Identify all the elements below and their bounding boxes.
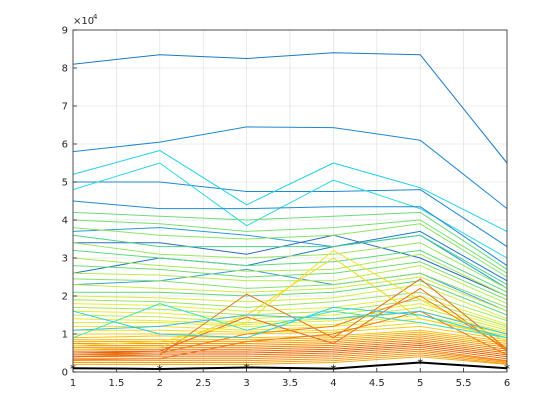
x-tick-label: 3 bbox=[243, 378, 249, 389]
series-line bbox=[73, 325, 508, 341]
series-line bbox=[72, 306, 508, 339]
series-line bbox=[72, 249, 508, 293]
y-tick-label: 6 bbox=[62, 140, 68, 151]
series-line bbox=[73, 337, 508, 350]
series-line bbox=[73, 352, 508, 363]
y-tick-label: 0 bbox=[62, 368, 68, 379]
y-tick-label: 5 bbox=[62, 178, 68, 189]
series-line bbox=[72, 223, 508, 278]
y-axis-exponent-power: 4 bbox=[93, 13, 98, 21]
series-line bbox=[73, 341, 508, 354]
x-tick-label: 5 bbox=[417, 378, 423, 389]
y-tick-label: 1 bbox=[62, 330, 68, 341]
series-line bbox=[73, 348, 508, 362]
x-tick-label: 2.5 bbox=[195, 378, 211, 389]
series-line bbox=[72, 149, 508, 232]
series-line bbox=[73, 356, 508, 365]
x-tick-label: 6 bbox=[504, 378, 510, 389]
series-lines: ****** bbox=[70, 52, 510, 377]
series-line bbox=[73, 280, 508, 316]
series-line bbox=[72, 295, 508, 325]
x-tick-label: 1 bbox=[70, 378, 76, 389]
y-tick-label: 8 bbox=[62, 64, 68, 75]
series-line bbox=[72, 303, 508, 339]
y-tick-label: 4 bbox=[62, 216, 68, 227]
y-tick-label: 3 bbox=[62, 254, 68, 265]
series-line bbox=[73, 333, 508, 346]
y-axis-tick-labels: 0 1 2 3 4 5 6 7 8 9 bbox=[62, 26, 68, 379]
series-line bbox=[72, 291, 508, 322]
x-tick-label: 1.5 bbox=[108, 378, 124, 389]
series-line bbox=[72, 234, 508, 286]
series-line bbox=[73, 331, 508, 344]
series-line bbox=[72, 249, 508, 346]
x-tick-label: 3.5 bbox=[282, 378, 298, 389]
y-axis-exponent-label: ×10 bbox=[73, 16, 94, 27]
x-tick-label: 4 bbox=[330, 378, 336, 389]
series-line bbox=[72, 227, 508, 289]
series-line bbox=[72, 200, 508, 267]
series-line bbox=[72, 219, 508, 274]
series-line bbox=[72, 261, 508, 301]
series-line bbox=[72, 265, 508, 305]
x-axis-tick-labels: 1 1.5 2 2.5 3 3.5 4 4.5 5 5.5 6 bbox=[70, 378, 510, 389]
series-line bbox=[72, 268, 508, 312]
series-line bbox=[73, 181, 508, 248]
series-line bbox=[72, 310, 508, 335]
series-line bbox=[72, 276, 508, 312]
axis-ticks bbox=[72, 29, 508, 373]
series-line bbox=[73, 234, 508, 297]
x-tick-label: 2 bbox=[157, 378, 163, 389]
y-tick-label: 2 bbox=[62, 292, 68, 303]
series-line bbox=[72, 211, 508, 270]
series-line bbox=[72, 295, 508, 356]
series-point-marker: * bbox=[417, 357, 423, 371]
x-tick-label: 4.5 bbox=[369, 378, 385, 389]
y-tick-label: 7 bbox=[62, 102, 68, 113]
series-line bbox=[72, 242, 508, 289]
series-line bbox=[72, 52, 508, 164]
series-line bbox=[73, 335, 508, 348]
series-line bbox=[72, 126, 508, 209]
series-line bbox=[72, 253, 508, 297]
series-line bbox=[73, 354, 508, 365]
series-line bbox=[72, 329, 508, 343]
x-tick-label: 5.5 bbox=[456, 378, 472, 389]
series-line bbox=[72, 278, 508, 358]
y-tick-label: 9 bbox=[62, 26, 68, 37]
